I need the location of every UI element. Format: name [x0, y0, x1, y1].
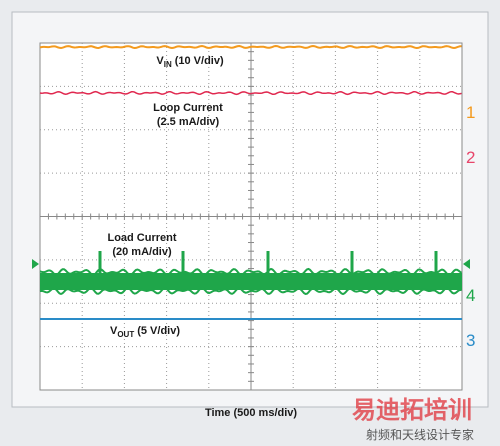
x-axis-label: Time (500 ms/div)	[205, 407, 297, 419]
load-spike	[350, 251, 354, 276]
vout-label: VOUT (5 V/div)	[110, 325, 180, 339]
loop-trace	[39, 90, 462, 96]
load-spike	[266, 251, 270, 276]
watermark-subtitle: 射频和天线设计专家	[366, 427, 474, 442]
watermark-title: 易迪拓培训	[352, 396, 472, 424]
load-trace	[39, 286, 462, 296]
vin-label: VIN (10 V/div)	[156, 55, 224, 69]
loop-label: (2.5 mA/div)	[157, 116, 220, 128]
vin-trace	[39, 44, 462, 50]
trigger-marker	[32, 259, 39, 269]
load-trace	[39, 267, 463, 277]
load-spike	[98, 251, 102, 276]
load-label: (20 mA/div)	[112, 246, 172, 258]
load-spike	[181, 251, 185, 276]
loop-label: Loop Current	[153, 102, 223, 114]
channel-number: 4	[466, 286, 475, 305]
channel-number: 2	[466, 148, 475, 167]
traces	[39, 44, 463, 320]
grid	[39, 42, 463, 390]
load-label: Load Current	[107, 232, 176, 244]
channel-number: 1	[466, 103, 475, 122]
load-band	[40, 273, 462, 290]
trigger-marker	[463, 259, 470, 269]
load-spike	[434, 251, 438, 276]
channel-number: 3	[466, 331, 475, 350]
